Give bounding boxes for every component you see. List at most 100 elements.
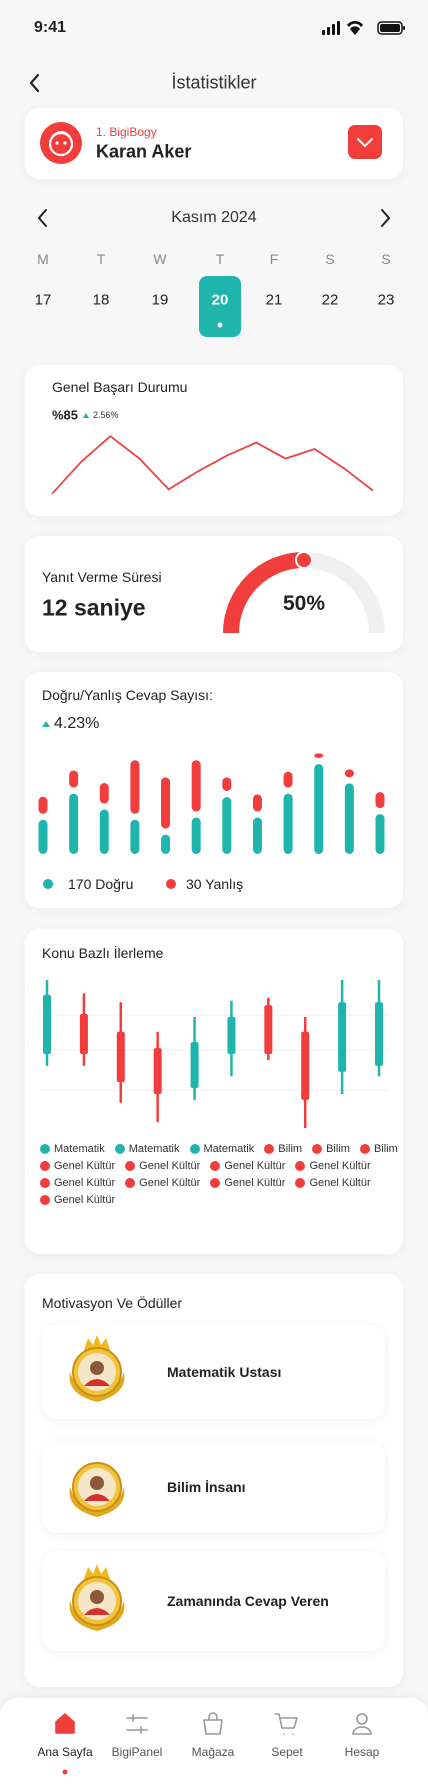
- candle-body: [264, 1005, 273, 1054]
- topics-card: [25, 929, 403, 1254]
- legend-label: Genel Kültür: [54, 1194, 116, 1206]
- bar: [130, 760, 140, 814]
- legend-label: 170 Doğru: [68, 876, 134, 892]
- avatar-body: [84, 1494, 110, 1501]
- dropdown-button[interactable]: [348, 125, 382, 159]
- bar: [314, 753, 324, 758]
- legend-dot: [210, 1178, 221, 1188]
- legend-item: Genel Kültür: [125, 1177, 200, 1189]
- candle-body: [375, 1002, 383, 1066]
- success-change: 2.56%: [93, 410, 119, 420]
- date[interactable]: 21: [265, 291, 283, 309]
- bar: [344, 769, 354, 778]
- nav-icon[interactable]: [203, 1712, 223, 1735]
- bar: [161, 777, 171, 829]
- legend-label: Bilim: [326, 1143, 350, 1155]
- avatar-head: [90, 1476, 104, 1490]
- date[interactable]: 23: [377, 291, 395, 309]
- card-title: Motivasyon Ve Ödüller: [42, 1295, 183, 1311]
- nav-label[interactable]: Hesap: [344, 1745, 380, 1759]
- bar: [252, 794, 262, 812]
- legend-dot: [125, 1161, 136, 1171]
- weekday: M: [37, 251, 49, 267]
- legend-item: Genel Kültür: [40, 1177, 115, 1189]
- date[interactable]: 17: [34, 291, 52, 309]
- nav-label[interactable]: Ana Sayfa: [37, 1745, 93, 1759]
- page-title: İstatistikler: [171, 72, 257, 93]
- legend-item: Genel Kültür: [40, 1194, 115, 1206]
- avatar-head: [90, 1590, 104, 1604]
- weekday: S: [325, 251, 335, 267]
- gauge-knob: [295, 551, 313, 569]
- nav-label[interactable]: Mağaza: [191, 1745, 235, 1759]
- legend-label: Genel Kültür: [139, 1160, 201, 1172]
- response-card: [25, 536, 403, 652]
- legend-dot: [40, 1144, 50, 1154]
- candle-body: [116, 1031, 125, 1083]
- nav-active-dot: [62, 1769, 68, 1775]
- legend-label: Matematik: [54, 1143, 105, 1155]
- legend-item: Genel Kültür: [210, 1160, 285, 1172]
- bar: [283, 771, 293, 788]
- nav-icon[interactable]: [55, 1713, 75, 1734]
- success-value: %85: [52, 407, 79, 423]
- bar: [38, 819, 48, 854]
- bar: [130, 819, 140, 854]
- reward-medal: [69, 1564, 125, 1631]
- legend-dot: [40, 1195, 50, 1205]
- legend-dot: [43, 879, 53, 889]
- nav-label[interactable]: BigiPanel: [111, 1745, 163, 1759]
- reward-medal: [69, 1335, 125, 1402]
- candle-body: [190, 1042, 199, 1089]
- topics-legend: Matematik Matematik Matematik Bilim Bilim Bil…: [40, 1143, 402, 1206]
- candle-body: [227, 1017, 236, 1054]
- status-icons: [322, 21, 405, 35]
- legend-dot: [295, 1161, 306, 1171]
- bar: [161, 834, 171, 854]
- avatar-head: [90, 1361, 104, 1375]
- weekday: F: [269, 251, 279, 267]
- legend-item: Matematik: [189, 1143, 255, 1155]
- bar: [222, 777, 232, 791]
- answers-card: [25, 672, 403, 908]
- date[interactable]: 19: [151, 291, 169, 309]
- laurel: [69, 1601, 125, 1631]
- nav-icon[interactable]: [274, 1713, 298, 1735]
- success-line: [51, 435, 374, 495]
- prev-month[interactable]: [37, 209, 47, 227]
- crown: [84, 1335, 110, 1350]
- reward-name[interactable]: Bilim İnsanı: [167, 1479, 246, 1495]
- nav-icon[interactable]: [126, 1714, 148, 1734]
- legend-label: Genel Kültür: [224, 1177, 286, 1189]
- nav-label[interactable]: Sepet: [271, 1745, 303, 1759]
- topics-grid: [40, 1014, 390, 1091]
- reward-name[interactable]: Zamanında Cevap Veren: [167, 1593, 329, 1609]
- date[interactable]: 20: [211, 291, 229, 309]
- response-value: 12 saniye: [42, 594, 146, 621]
- crown: [84, 1564, 110, 1579]
- legend-label: Matematik: [203, 1143, 255, 1155]
- legend-dot: [114, 1144, 125, 1154]
- legend-label: Genel Kültür: [309, 1160, 371, 1172]
- reward-name[interactable]: Matematik Ustası: [167, 1364, 282, 1380]
- legend-item: Genel Kültür: [125, 1160, 200, 1172]
- card-title: Genel Başarı Durumu: [52, 379, 188, 395]
- card-title: Doğru/Yanlış Cevap Sayısı:: [42, 687, 213, 703]
- legend-item: Genel Kültür: [210, 1177, 285, 1189]
- gauge-fill: [223, 552, 305, 634]
- profile-avatar: [40, 122, 82, 164]
- profile-card: [25, 108, 403, 179]
- date[interactable]: 22: [321, 291, 339, 309]
- legend-item: Bilim: [359, 1143, 398, 1155]
- bar: [69, 770, 79, 788]
- legend-label: Matematik: [128, 1143, 180, 1155]
- nav-icon[interactable]: [352, 1713, 372, 1735]
- legend-item: Genel Kültür: [295, 1160, 371, 1172]
- next-month[interactable]: [381, 209, 391, 227]
- candle-body: [43, 994, 51, 1054]
- date[interactable]: 18: [92, 291, 110, 309]
- calendar-month: Kasım 2024: [171, 209, 257, 226]
- back-button[interactable]: [29, 73, 40, 93]
- bar: [283, 793, 293, 854]
